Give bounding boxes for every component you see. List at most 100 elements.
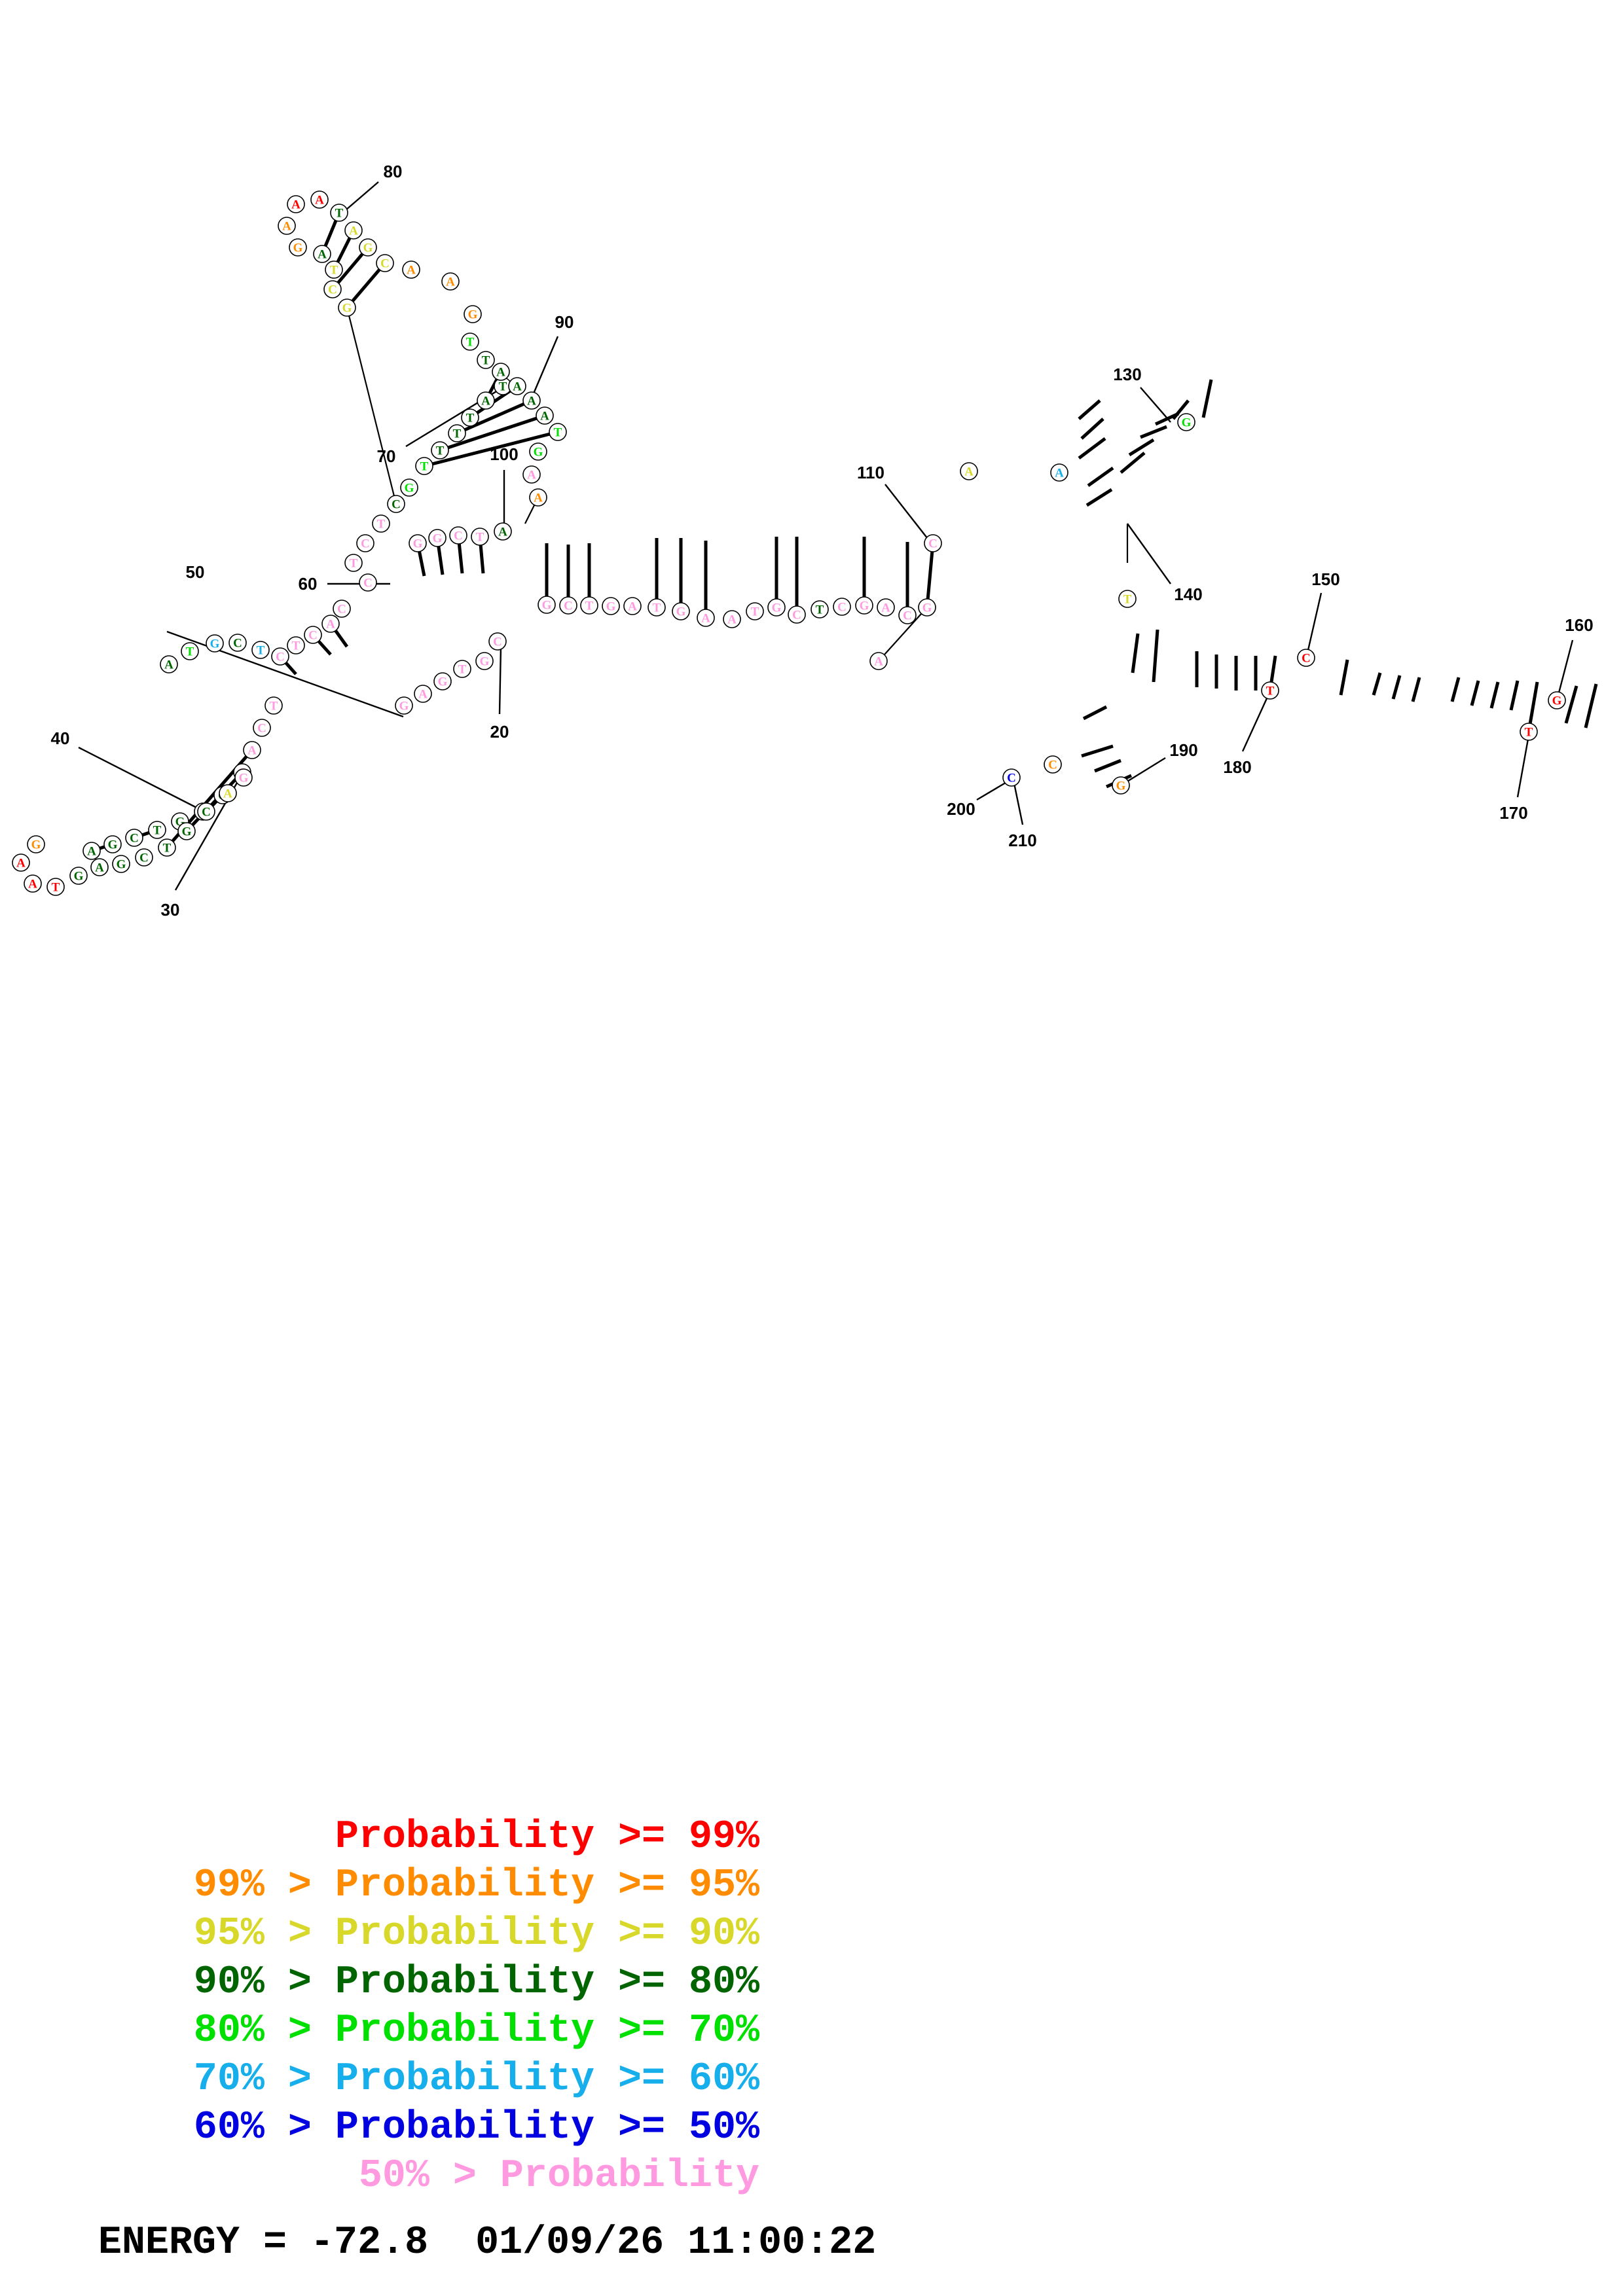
base-letter: G: [468, 308, 478, 322]
base-circle: [494, 522, 512, 541]
base-node: C: [1044, 755, 1062, 774]
base-letter: A: [349, 224, 358, 238]
base-node: G: [409, 534, 427, 552]
base-letter: T: [482, 354, 490, 368]
base-circle: [580, 596, 598, 615]
base-letter: A: [315, 194, 324, 207]
label-150: 150: [1311, 569, 1340, 589]
base-letter: C: [308, 629, 318, 643]
base-circle: [82, 842, 101, 860]
base-node: G: [602, 597, 620, 615]
base-letter: C: [130, 832, 139, 846]
base-node: G: [1112, 776, 1130, 795]
base-letter: T: [453, 427, 462, 441]
label-30: 30: [161, 900, 180, 920]
base-node: G: [69, 867, 88, 885]
base-node: A: [24, 874, 42, 893]
base-letter: A: [87, 845, 96, 859]
base-letter: A: [282, 220, 291, 234]
base-letter: C: [139, 852, 149, 865]
base-node: C: [924, 534, 942, 552]
base-circle: [304, 626, 322, 644]
base-node: C: [333, 600, 351, 618]
base-circle: [697, 609, 715, 627]
base-node: A: [278, 217, 296, 235]
base-node: G: [400, 478, 418, 497]
base-circle: [338, 298, 356, 317]
secondary-structure-diagram: 50 60 20 30 40 70 80 90 100 110 130 140 …: [12, 162, 1598, 920]
base-node: A: [310, 190, 329, 209]
base-node: G: [112, 855, 130, 873]
base-circle: [672, 602, 690, 620]
legend-row-90-95: 95% > Probability >= 90%: [193, 1912, 759, 1956]
base-circle: [723, 610, 741, 628]
base-node: G: [1548, 691, 1566, 709]
base-node: A: [522, 391, 541, 410]
base-circle: [158, 838, 176, 857]
base-circle: [400, 478, 418, 497]
base-letter: C: [837, 601, 847, 615]
base-node: C: [125, 829, 143, 847]
base-letter: C: [328, 283, 337, 297]
base-letter: A: [628, 600, 637, 614]
base-node: C: [135, 848, 153, 867]
base-node: C: [387, 495, 405, 513]
base-letter: T: [420, 460, 429, 474]
base-circle: [376, 254, 394, 272]
base-circle: [12, 853, 30, 872]
base-letter: T: [499, 380, 507, 394]
base-circle: [1520, 723, 1538, 741]
base-circle: [453, 660, 471, 678]
base-letter: T: [52, 881, 60, 895]
base-letter: C: [392, 498, 401, 512]
base-letter: T: [466, 412, 475, 425]
base-node: G: [234, 768, 253, 787]
base-node: T: [448, 424, 466, 442]
base-circle: [788, 605, 806, 624]
base-letter: C: [564, 600, 573, 613]
base-node: T: [181, 642, 199, 660]
base-circle: [181, 642, 199, 660]
base-node: C: [376, 254, 394, 272]
base-letter: A: [964, 465, 974, 479]
base-circle: [1177, 413, 1195, 431]
base-node: A: [243, 741, 261, 759]
base-letter: A: [164, 658, 173, 672]
base-letter: A: [16, 857, 26, 870]
base-letter: C: [202, 806, 211, 819]
legend-row-95-99: 99% > Probability >= 95%: [193, 1863, 759, 1908]
base-circle: [323, 280, 342, 298]
base-circle: [918, 598, 936, 617]
base-node: A: [160, 655, 178, 673]
base-circle: [289, 238, 307, 257]
base-node: C: [833, 598, 851, 616]
base-node: C: [898, 606, 917, 624]
base-circle: [359, 238, 377, 257]
base-circle: [431, 441, 449, 459]
base-node: A: [623, 597, 642, 615]
base-circle: [1297, 649, 1315, 667]
base-circle: [1044, 755, 1062, 774]
base-letter: G: [399, 700, 409, 713]
base-circle: [251, 641, 270, 659]
label-110: 110: [857, 463, 884, 482]
base-node: C: [323, 280, 342, 298]
base-letter: C: [792, 609, 801, 622]
base-letter: T: [585, 600, 594, 613]
base-letter: G: [606, 600, 616, 614]
base-circle: [243, 741, 261, 759]
base-node: A: [723, 610, 741, 628]
base-circle: [1050, 463, 1068, 482]
base-node: G: [428, 529, 447, 547]
base-node: T: [461, 408, 479, 427]
base-node: C: [304, 626, 322, 644]
legend-row-99: Probability >= 99%: [335, 1815, 759, 1859]
base-letter: C: [276, 651, 285, 664]
base-circle: [330, 204, 348, 222]
base-circle: [492, 363, 510, 381]
base-node: G: [338, 298, 356, 317]
base-circle: [344, 221, 363, 240]
base-node: G: [529, 442, 547, 461]
base-letter: T: [458, 663, 467, 677]
base-circle: [1112, 776, 1130, 795]
